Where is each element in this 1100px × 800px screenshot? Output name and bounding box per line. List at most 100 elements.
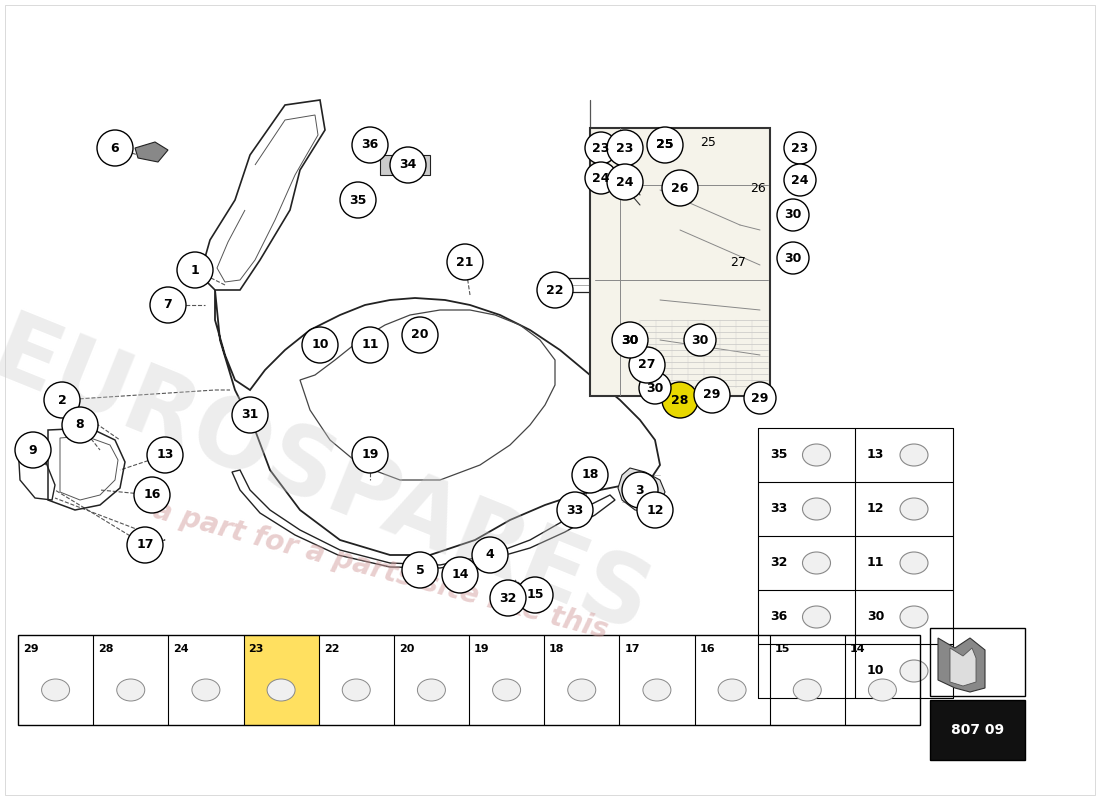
- Circle shape: [614, 324, 646, 356]
- Bar: [18, 635, 920, 725]
- Polygon shape: [950, 648, 976, 686]
- Ellipse shape: [803, 444, 830, 466]
- Text: 17: 17: [625, 644, 640, 654]
- Text: 18: 18: [581, 469, 598, 482]
- Text: 36: 36: [362, 138, 378, 151]
- Circle shape: [585, 162, 617, 194]
- Circle shape: [442, 557, 478, 593]
- Text: 14: 14: [850, 644, 866, 654]
- Circle shape: [402, 317, 438, 353]
- Ellipse shape: [900, 498, 928, 520]
- Text: 22: 22: [547, 283, 563, 297]
- Text: 2: 2: [57, 394, 66, 406]
- Text: 22: 22: [323, 644, 339, 654]
- Text: 17: 17: [136, 538, 154, 551]
- Text: 28: 28: [671, 394, 689, 406]
- Ellipse shape: [718, 679, 746, 701]
- Circle shape: [62, 407, 98, 443]
- Text: 36: 36: [770, 610, 788, 623]
- Circle shape: [490, 580, 526, 616]
- Ellipse shape: [803, 606, 830, 628]
- Text: 16: 16: [700, 644, 715, 654]
- Text: 3: 3: [636, 483, 645, 497]
- Ellipse shape: [117, 679, 145, 701]
- Ellipse shape: [803, 552, 830, 574]
- Circle shape: [232, 397, 268, 433]
- Text: 13: 13: [156, 449, 174, 462]
- Circle shape: [147, 437, 183, 473]
- Circle shape: [517, 577, 553, 613]
- Text: 6: 6: [111, 142, 119, 154]
- Bar: [379, 155, 430, 175]
- Text: 32: 32: [499, 591, 517, 605]
- Text: 8: 8: [76, 418, 85, 431]
- Text: 5: 5: [416, 563, 425, 577]
- Text: 4: 4: [485, 549, 494, 562]
- Text: 30: 30: [621, 334, 639, 346]
- Ellipse shape: [493, 679, 520, 701]
- Text: 29: 29: [23, 644, 38, 654]
- Text: 28: 28: [98, 644, 113, 654]
- Circle shape: [607, 130, 644, 166]
- Circle shape: [662, 170, 698, 206]
- Text: 31: 31: [241, 409, 258, 422]
- Text: 35: 35: [770, 449, 788, 462]
- Text: 21: 21: [456, 255, 474, 269]
- Circle shape: [557, 492, 593, 528]
- Ellipse shape: [267, 679, 295, 701]
- Circle shape: [572, 457, 608, 493]
- Circle shape: [777, 199, 808, 231]
- Circle shape: [744, 382, 775, 414]
- Text: 7: 7: [164, 298, 173, 311]
- Text: EUROSPARES: EUROSPARES: [0, 306, 662, 654]
- Circle shape: [447, 244, 483, 280]
- Ellipse shape: [191, 679, 220, 701]
- Circle shape: [607, 164, 644, 200]
- Circle shape: [97, 130, 133, 166]
- Text: 13: 13: [867, 449, 884, 462]
- Text: 1: 1: [190, 263, 199, 277]
- Ellipse shape: [568, 679, 596, 701]
- Text: 30: 30: [784, 251, 802, 265]
- Ellipse shape: [900, 552, 928, 574]
- Circle shape: [629, 347, 666, 383]
- Text: 34: 34: [399, 158, 417, 171]
- Bar: [540, 278, 595, 292]
- Circle shape: [15, 432, 51, 468]
- Ellipse shape: [900, 660, 928, 682]
- Circle shape: [126, 527, 163, 563]
- Text: a part for a parts site like this: a part for a parts site like this: [150, 496, 610, 644]
- Circle shape: [472, 537, 508, 573]
- Circle shape: [302, 327, 338, 363]
- Ellipse shape: [900, 444, 928, 466]
- Text: 23: 23: [592, 142, 609, 154]
- Text: 12: 12: [867, 502, 884, 515]
- Text: 30: 30: [621, 334, 639, 346]
- Circle shape: [784, 132, 816, 164]
- Circle shape: [177, 252, 213, 288]
- Circle shape: [585, 132, 617, 164]
- Text: 33: 33: [566, 503, 584, 517]
- Text: 32: 32: [770, 557, 788, 570]
- Text: 27: 27: [730, 255, 746, 269]
- Text: 30: 30: [647, 382, 663, 394]
- Ellipse shape: [793, 679, 822, 701]
- Text: 25: 25: [657, 138, 673, 151]
- Bar: [243, 635, 319, 725]
- Text: 24: 24: [791, 174, 808, 186]
- Text: 26: 26: [750, 182, 766, 194]
- Circle shape: [694, 377, 730, 413]
- Circle shape: [777, 242, 808, 274]
- Text: 23: 23: [616, 142, 634, 154]
- Circle shape: [637, 492, 673, 528]
- Text: 15: 15: [774, 644, 790, 654]
- Text: 24: 24: [616, 175, 634, 189]
- Circle shape: [402, 552, 438, 588]
- Text: 11: 11: [867, 557, 884, 570]
- Text: 10: 10: [311, 338, 329, 351]
- Circle shape: [537, 272, 573, 308]
- Circle shape: [352, 437, 388, 473]
- Text: 19: 19: [361, 449, 378, 462]
- Polygon shape: [618, 468, 666, 512]
- Text: 30: 30: [867, 610, 884, 623]
